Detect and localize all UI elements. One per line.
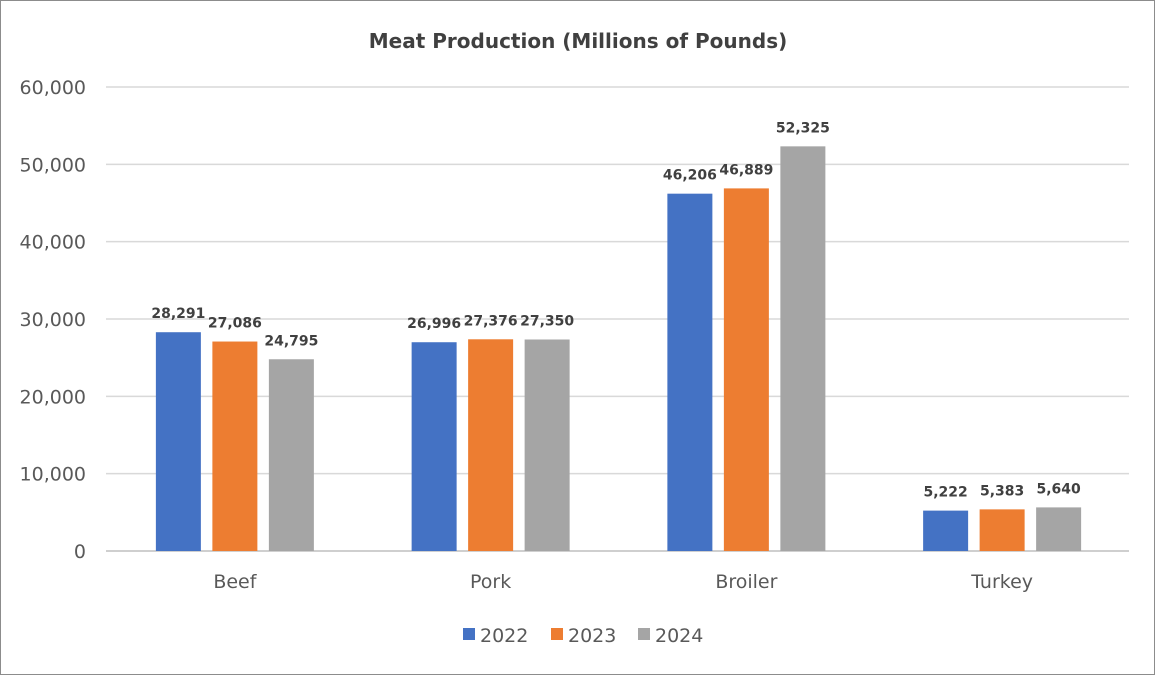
bar-2022-beef <box>155 332 201 551</box>
y-tick-label: 0 <box>74 541 86 563</box>
x-tick-label: Turkey <box>970 571 1033 593</box>
bar-2023-pork <box>468 339 514 551</box>
bar-2024-beef <box>268 359 314 551</box>
data-label: 27,376 <box>464 313 518 329</box>
bar-2023-beef <box>212 341 258 551</box>
data-label: 46,206 <box>663 168 717 184</box>
bar-2022-broiler <box>667 193 713 552</box>
y-tick-label: 20,000 <box>20 386 86 408</box>
data-label: 27,086 <box>208 316 262 332</box>
y-tick-label: 10,000 <box>20 464 86 486</box>
legend-label: 2022 <box>480 625 528 647</box>
bar-2024-turkey <box>1036 507 1082 551</box>
bar-2022-turkey <box>923 510 969 551</box>
data-label: 52,325 <box>776 120 830 136</box>
chart-title: Meat Production (Millions of Pounds) <box>369 29 787 53</box>
y-tick-label: 60,000 <box>20 77 86 99</box>
data-label: 28,291 <box>151 306 205 322</box>
data-label: 27,350 <box>520 313 574 329</box>
legend-label: 2024 <box>655 625 703 647</box>
data-label: 5,383 <box>980 483 1024 499</box>
data-label: 5,640 <box>1036 481 1081 497</box>
legend-swatch-2024 <box>638 628 650 640</box>
legend-swatch-2023 <box>551 628 563 640</box>
y-tick-label: 30,000 <box>20 309 86 331</box>
x-tick-label: Broiler <box>715 571 777 593</box>
x-tick-label: Beef <box>213 571 257 593</box>
bar-2023-broiler <box>723 188 769 552</box>
data-label: 26,996 <box>407 316 461 332</box>
data-label: 46,889 <box>719 162 773 178</box>
bar-2024-pork <box>524 339 570 551</box>
x-tick-label: Pork <box>470 571 511 593</box>
data-label: 24,795 <box>264 333 318 349</box>
legend-label: 2023 <box>568 625 616 647</box>
y-tick-label: 40,000 <box>20 232 86 254</box>
data-label: 5,222 <box>923 485 967 501</box>
legend-swatch-2022 <box>463 628 475 640</box>
y-tick-label: 50,000 <box>20 154 86 176</box>
bar-2024-broiler <box>780 146 826 551</box>
bar-2023-turkey <box>979 509 1025 551</box>
bar-2022-pork <box>411 342 457 551</box>
